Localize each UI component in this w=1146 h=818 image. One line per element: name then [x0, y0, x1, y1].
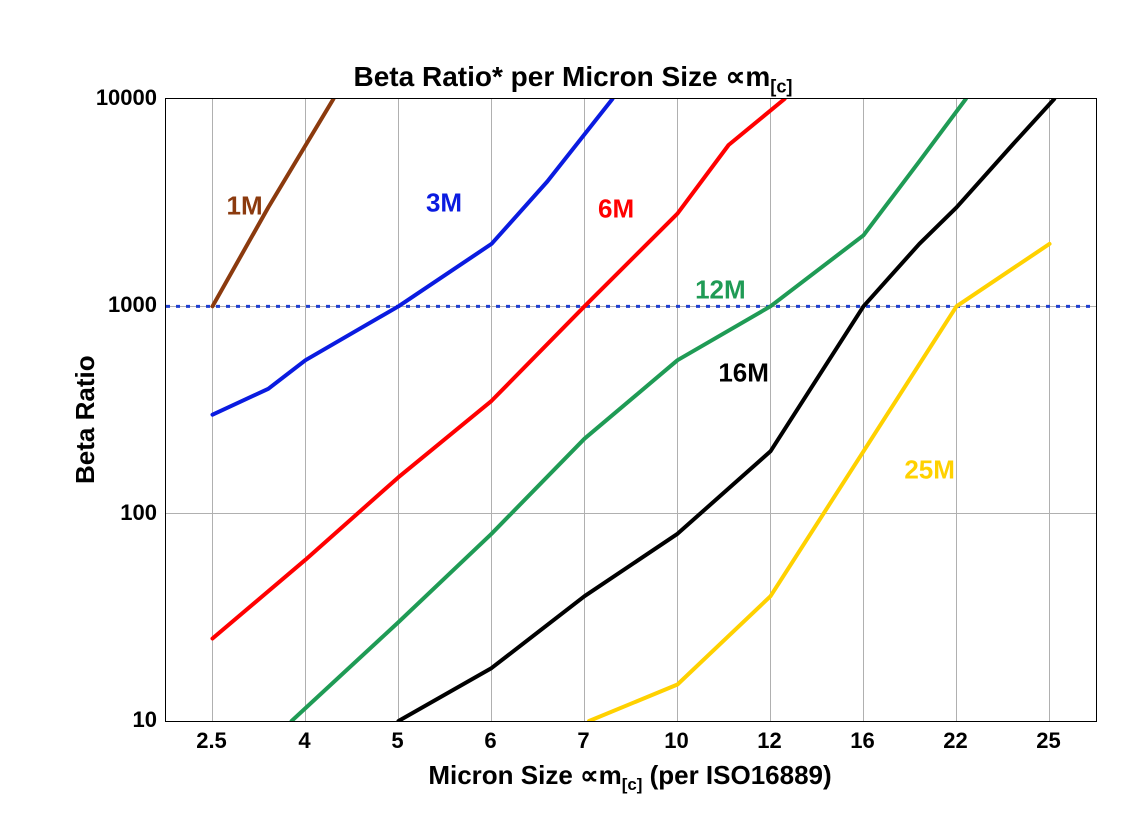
series-line-12M [292, 99, 966, 721]
series-line-25M [589, 244, 1049, 721]
x-axis-title-tail: (per ISO16889) [642, 760, 831, 790]
x-tick-label: 16 [850, 728, 874, 754]
chart-title-main: Beta Ratio* per Micron Size ∝m [354, 61, 771, 92]
x-tick-label: 6 [484, 728, 496, 754]
y-tick-label: 10000 [96, 85, 157, 111]
x-tick-label: 7 [577, 728, 589, 754]
series-line-3M [213, 99, 613, 415]
x-tick-label: 12 [757, 728, 781, 754]
series-label-25M: 25M [904, 455, 955, 486]
y-axis-title-text: Beta Ratio [70, 355, 100, 484]
x-tick-label: 5 [391, 728, 403, 754]
x-tick-label: 25 [1036, 728, 1060, 754]
x-tick-label: 22 [943, 728, 967, 754]
plot-area [165, 98, 1097, 722]
chart-svg [166, 99, 1096, 721]
series-label-6M: 6M [598, 194, 634, 225]
x-tick-label: 4 [298, 728, 310, 754]
x-tick-label: 2.5 [196, 728, 227, 754]
series-label-12M: 12M [695, 275, 746, 306]
series-line-6M [213, 99, 785, 639]
x-tick-label: 10 [664, 728, 688, 754]
y-axis-title: Beta Ratio [70, 355, 101, 484]
series-label-1M: 1M [227, 191, 263, 222]
y-tick-label: 100 [120, 500, 157, 526]
chart-title-sub: [c] [770, 77, 792, 97]
series-line-16M [399, 99, 1055, 721]
x-axis-title-sub: [c] [622, 775, 643, 794]
x-axis-title-main: Micron Size ∝m [428, 760, 621, 790]
series-label-16M: 16M [718, 358, 769, 389]
series-label-3M: 3M [426, 188, 462, 219]
x-axis-title: Micron Size ∝m[c] (per ISO16889) [165, 760, 1095, 795]
chart-title: Beta Ratio* per Micron Size ∝m[c] [0, 60, 1146, 98]
y-tick-label: 10 [133, 707, 157, 733]
y-tick-label: 1000 [108, 292, 157, 318]
